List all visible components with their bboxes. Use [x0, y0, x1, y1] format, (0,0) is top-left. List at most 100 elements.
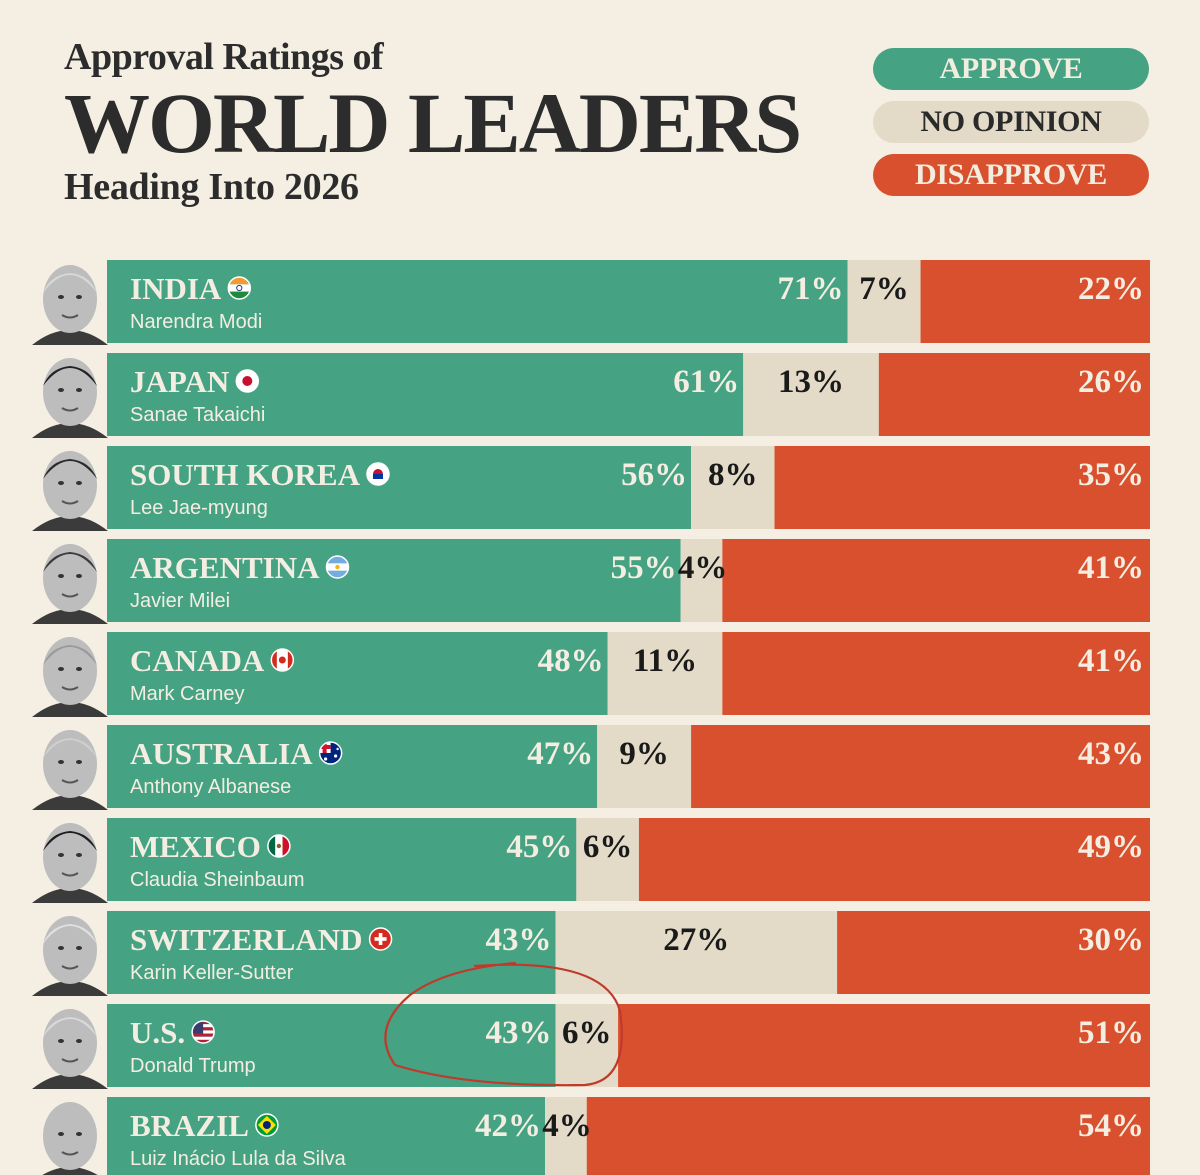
approve-bar	[107, 353, 744, 436]
legend-no-opinion: NO OPINION	[873, 101, 1149, 143]
no-opinion-bar	[691, 446, 775, 529]
approve-value: 45%	[506, 829, 572, 865]
disapprove-value: 43%	[1078, 736, 1144, 772]
no-opinion-value: 6%	[583, 829, 633, 865]
no-opinion-value: 27%	[663, 922, 729, 958]
leader-name: Lee Jae-myung	[130, 497, 268, 519]
leader-portrait	[32, 823, 108, 903]
approve-bar	[107, 911, 556, 994]
legend-approve: APPROVE	[873, 48, 1149, 90]
approve-bar	[107, 539, 681, 622]
disapprove-value: 30%	[1078, 922, 1144, 958]
disapprove-bar	[878, 353, 1150, 436]
india-flag-icon	[227, 276, 252, 300]
country-label: JAPAN	[130, 364, 229, 399]
switzerland-flag-icon	[368, 927, 393, 951]
leader-name: Mark Carney	[130, 683, 244, 705]
leader-portrait	[32, 544, 108, 624]
country-label: CANADA	[130, 643, 265, 678]
pre-title: Approval Ratings of	[64, 36, 384, 78]
approve-value: 55%	[611, 550, 677, 586]
leader-name: Luiz Inácio Lula da Silva	[130, 1148, 347, 1170]
leader-portrait	[32, 916, 108, 996]
leader-portrait	[32, 358, 108, 438]
no-opinion-value: 4%	[678, 550, 728, 586]
disapprove-value: 35%	[1078, 457, 1144, 493]
approve-bar	[107, 632, 608, 715]
south-korea-flag-icon	[366, 462, 390, 486]
usa-flag-icon	[191, 1020, 215, 1044]
no-opinion-bar	[680, 539, 723, 622]
title-block: Approval Ratings of WORLD LEADERS Headin…	[64, 34, 802, 210]
no-opinion-bar	[555, 911, 838, 994]
no-opinion-value: 13%	[778, 364, 844, 400]
approve-value: 61%	[673, 364, 739, 400]
leader-portrait	[42, 1102, 98, 1175]
leader-name: Anthony Albanese	[130, 776, 291, 798]
approve-bar	[107, 1004, 556, 1087]
highlight-circle-annotation	[384, 961, 623, 1087]
approve-bar	[107, 446, 692, 529]
country-label: U.S.	[130, 1015, 185, 1050]
disapprove-bar	[774, 446, 1150, 529]
leader-portrait	[32, 637, 108, 717]
disapprove-bar	[722, 539, 1150, 622]
subtitle: Heading Into 2026	[64, 166, 359, 208]
no-opinion-value: 11%	[633, 643, 697, 679]
disapprove-bar	[638, 818, 1150, 901]
no-opinion-value: 8%	[708, 457, 758, 493]
country-label: INDIA	[130, 271, 222, 306]
approve-value: 43%	[485, 922, 551, 958]
disapprove-value: 54%	[1078, 1108, 1144, 1144]
leader-name: Javier Milei	[130, 590, 230, 612]
country-label: ARGENTINA	[130, 550, 320, 585]
leader-name: Narendra Modi	[130, 311, 262, 333]
legend-disapprove: DISAPPROVE	[873, 154, 1149, 196]
disapprove-bar	[722, 632, 1150, 715]
leader-name: Donald Trump	[130, 1055, 256, 1077]
approve-value: 43%	[485, 1015, 551, 1051]
disapprove-bar	[837, 911, 1150, 994]
approve-bar	[107, 260, 848, 343]
country-label: MEXICO	[130, 829, 261, 864]
approve-bar	[107, 818, 577, 901]
leader-portrait	[32, 265, 108, 345]
approve-value: 47%	[527, 736, 593, 772]
legend: APPROVE NO OPINION DISAPPROVE	[873, 48, 1149, 207]
disapprove-bar	[586, 1097, 1150, 1175]
disapprove-value: 51%	[1078, 1015, 1144, 1051]
main-title: WORLD LEADERS	[64, 75, 802, 171]
country-label: BRAZIL	[130, 1108, 249, 1143]
no-opinion-bar	[847, 260, 921, 343]
mexico-flag-icon	[267, 834, 291, 858]
no-opinion-bar	[545, 1097, 587, 1175]
disapprove-value: 49%	[1078, 829, 1144, 865]
no-opinion-bar	[555, 1004, 619, 1087]
country-label: SOUTH KOREA	[130, 457, 361, 492]
no-opinion-bar	[597, 725, 692, 808]
country-label: AUSTRALIA	[130, 736, 313, 771]
leader-name: Sanae Takaichi	[130, 404, 265, 426]
leader-name: Claudia Sheinbaum	[130, 869, 305, 891]
disapprove-bar	[920, 260, 1150, 343]
approve-value: 56%	[621, 457, 687, 493]
country-label: SWITZERLAND	[130, 922, 363, 957]
disapprove-value: 41%	[1078, 643, 1144, 679]
approve-value: 48%	[538, 643, 604, 679]
disapprove-bar	[618, 1004, 1150, 1087]
disapprove-value: 41%	[1078, 550, 1144, 586]
disapprove-value: 22%	[1078, 271, 1144, 307]
approve-value: 42%	[475, 1108, 541, 1144]
brazil-flag-icon	[255, 1113, 279, 1137]
approve-bar	[107, 725, 598, 808]
canada-flag-icon	[270, 648, 295, 672]
australia-flag-icon	[318, 741, 343, 765]
no-opinion-value: 7%	[859, 271, 909, 307]
disapprove-value: 26%	[1078, 364, 1144, 400]
leader-portrait	[32, 730, 108, 810]
japan-flag-icon	[235, 369, 260, 393]
no-opinion-value: 9%	[619, 736, 669, 772]
no-opinion-bar	[607, 632, 723, 715]
no-opinion-bar	[743, 353, 879, 436]
